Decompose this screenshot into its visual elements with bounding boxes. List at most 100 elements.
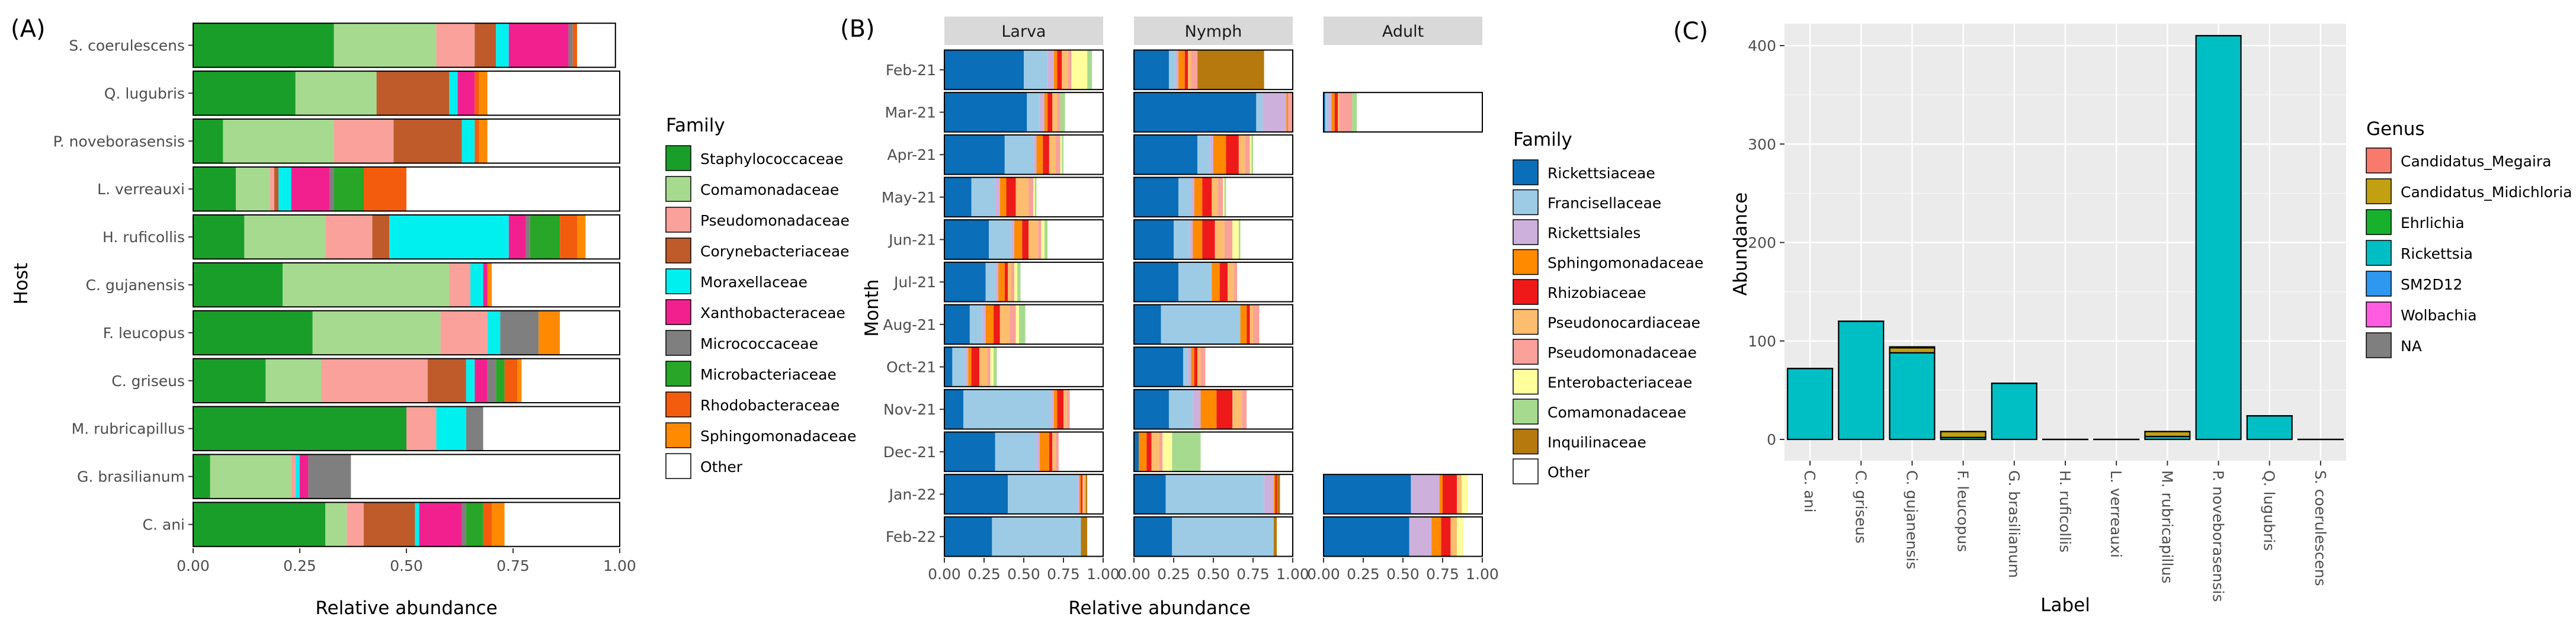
- bar-segment-staphylococcaceae: [193, 119, 223, 163]
- bar-segment-pseudonocardiaceae: [979, 347, 988, 387]
- bar-segment-comamonadaceae: [236, 166, 270, 211]
- bar-segment-francisellaceae: [1172, 516, 1274, 557]
- legend-swatch-candidatus-megaira: [2366, 147, 2392, 174]
- bar-segment-moraxellaceae: [436, 406, 466, 451]
- bar-segment-other: [487, 71, 620, 115]
- panel-c-legend: Genus Candidatus_Megaira Candidatus_Midic…: [2366, 118, 2572, 358]
- bar-segment-staphylococcaceae: [193, 502, 326, 547]
- bar-segment-other: [997, 347, 1103, 387]
- panel-a-y-tick-label: P. noveborasensis: [53, 133, 185, 150]
- bar-segment-francisellaceae: [989, 220, 1011, 259]
- bar-segment-enterobacteriaceae: [990, 347, 994, 387]
- bar-segment-moraxellaceae: [295, 454, 300, 499]
- bar-segment-rhodobacteraceae: [504, 358, 518, 403]
- bar-segment-rickettsiales: [1411, 474, 1440, 514]
- bar-segment-francisellaceae: [985, 262, 995, 302]
- bar-segment-staphylococcaceae: [193, 262, 283, 307]
- legend-swatch-francisellaceae: [1513, 189, 1539, 216]
- panel-a-x-tick-label: 0.50: [390, 557, 423, 574]
- legend-swatch-sm2d12: [2366, 271, 2392, 297]
- bar-segment-pseudomonadaceae: [1055, 134, 1060, 175]
- bar-segment-pseudonocardiaceae: [1049, 134, 1056, 175]
- legend-swatch-pseudonocardiaceae: [1513, 309, 1539, 335]
- bar-segment-rickettsiaceae: [1134, 220, 1174, 259]
- legend-label-pseudonocardiaceae: Pseudonocardiaceae: [1547, 314, 1700, 332]
- bar-segment-pseudonocardiaceae: [1015, 177, 1029, 217]
- bar-segment-sphingomonadaceae: [492, 502, 505, 547]
- bar-segment-comamonadaceae: [1060, 92, 1065, 132]
- bar-segment-sphingomonadaceae: [1191, 347, 1194, 387]
- panel-c-y-tick-label: 200: [1748, 235, 1776, 252]
- bar-segment-pseudomonadaceae: [1159, 432, 1163, 472]
- bar-segment-inquilinaceae: [1273, 516, 1277, 557]
- bar-segment-moraxellaceae: [496, 23, 509, 68]
- bar-segment-sphingomonadaceae: [1053, 389, 1058, 429]
- bar-segment-rhizobiaceae: [1194, 347, 1198, 387]
- bar-segment-comamonadaceae: [1251, 134, 1253, 175]
- bar-segment-rhodobacteraceae: [364, 166, 406, 211]
- bar-segment-corynebacteriaceae: [376, 71, 449, 115]
- bar-segment-sphingomonadaceae: [1331, 92, 1335, 132]
- bar-segment-enterobacteriaceae: [1457, 516, 1463, 557]
- bar-segment-comamonadaceae: [223, 119, 334, 163]
- bar-segment-sphingomonadaceae: [1178, 50, 1185, 90]
- bar-segment-pseudonocardiaceae: [1249, 304, 1253, 345]
- bar-segment-other: [585, 214, 620, 259]
- bar-segment-rhizobiaceae: [1057, 50, 1062, 90]
- bar-segment-staphylococcaceae: [193, 71, 296, 115]
- bar-segment-sphingomonadaceae: [1273, 474, 1276, 514]
- bar-segment-comamonadaceae: [325, 502, 347, 547]
- legend-swatch-na: [2366, 332, 2392, 358]
- bar-segment-sphingomonadaceae: [1044, 92, 1048, 132]
- bar-segment-other: [492, 262, 620, 307]
- panel-a-y-tick-label: Q. lugubris: [104, 85, 185, 102]
- bar-segment-inquilinaceae: [1197, 50, 1264, 90]
- legend-label-rhizobiaceae: Rhizobiaceae: [1547, 284, 1646, 301]
- bar-outline: [1133, 304, 1293, 345]
- legend-label-corynebacteriaceae: Corynebacteriaceae: [700, 243, 850, 260]
- bar-segment-other: [1280, 474, 1293, 514]
- bar-segment-pseudonocardiaceae: [1008, 262, 1011, 302]
- bar-segment-moraxellaceae: [415, 502, 419, 547]
- bar-segment-other: [560, 310, 620, 355]
- panel-c-y-tick-label: 0: [1767, 431, 1776, 448]
- legend-swatch-rickettsiaceae: [1513, 159, 1539, 185]
- facet-strip-label-adult: Adult: [1382, 23, 1424, 41]
- bar-segment-comamonadaceae: [312, 310, 441, 355]
- legend-label-xanthobacteraceae: Xanthobacteraceae: [700, 304, 845, 322]
- bar-segment-pseudonocardiaceae: [1338, 92, 1340, 132]
- bar-segment-pseudomonadaceae: [987, 347, 991, 387]
- bar-segment-other: [1240, 220, 1293, 259]
- legend-swatch-corynebacteriaceae: [665, 237, 691, 264]
- panel-c-genus-abundance-chart: (C) 0 100 200 300 400 C. ani C. griseus C. guj…: [1673, 18, 2572, 616]
- bar-segment-pseudomonadaceae: [1055, 432, 1059, 472]
- bar-segment-rhizobiaceae: [1216, 389, 1233, 429]
- legend-label-microbacteriaceae: Microbacteriaceae: [700, 366, 837, 383]
- bar-segment-rickettsiaceae: [1134, 304, 1161, 345]
- bar-segment-enterobacteriaceae: [1060, 134, 1062, 175]
- bar-segment-rhizobiaceae: [971, 347, 979, 387]
- bar-segment-sphingomonadaceae: [1139, 432, 1147, 472]
- bar-segment-other: [1025, 304, 1103, 345]
- legend-label-francisellaceae: Francisellaceae: [1547, 195, 1661, 212]
- bar-segment-pseudomonadaceae: [1068, 50, 1072, 90]
- bar-segment-pseudomonadaceae: [325, 214, 373, 259]
- bar-segment-sphingomonadaceae: [968, 347, 972, 387]
- bar-segment-other: [1063, 134, 1103, 175]
- bar-outline: [1133, 346, 1293, 387]
- bar-segment-other: [1264, 50, 1293, 90]
- bar-segment-other: [1247, 389, 1293, 429]
- bar-segment-micrococcaceae: [487, 358, 496, 403]
- panel-a-x-tick-label: 1.00: [603, 557, 636, 574]
- panel-b-x-axis-title: Relative abundance: [1068, 598, 1250, 619]
- bar-segment-pseudomonadaceae: [334, 119, 394, 163]
- bar-segment-rickettsiales: [1328, 92, 1332, 132]
- bar-segment-microbacteriaceae: [466, 502, 483, 547]
- bar-segment-comamonadaceae: [1238, 220, 1241, 259]
- panel-b-x-tick-label: 1.00: [1466, 566, 1499, 583]
- legend-swatch-inquilinaceae: [1513, 428, 1539, 455]
- legend-label-moraxellaceae: Moraxellaceae: [700, 274, 808, 291]
- legend-label-micrococcaceae: Micrococcaceae: [700, 335, 818, 352]
- panel-c-x-tick-label: H. ruficollis: [2056, 470, 2074, 553]
- bar-segment-sphingomonadaceae: [1200, 389, 1217, 429]
